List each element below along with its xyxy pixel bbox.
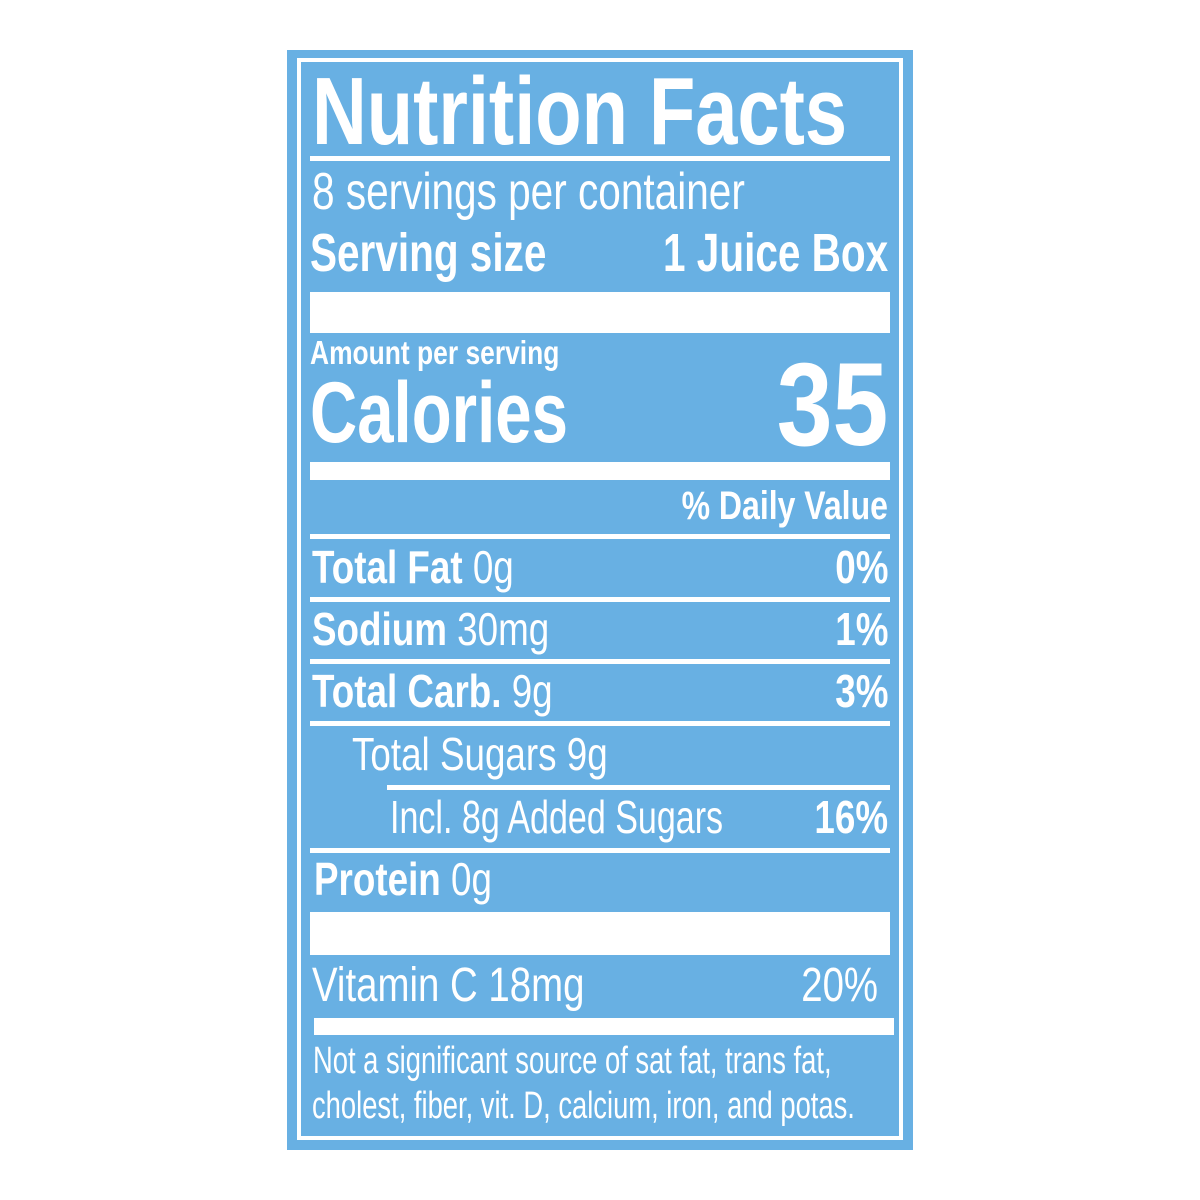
servings-per-container: 8 servings per container (312, 163, 745, 221)
footnote-line-2: cholest, fiber, vit. D, calcium, iron, a… (312, 1085, 855, 1127)
amount-per-serving: Amount per serving (310, 334, 560, 371)
nutrient-name: Protein (314, 853, 441, 905)
nutrient-row-total-sugars: Total Sugars 9g (352, 728, 608, 780)
label-title: Nutrition Facts (312, 58, 848, 165)
nutrient-name: Total Fat (312, 541, 463, 593)
divider (310, 156, 890, 161)
thick-divider (310, 292, 890, 333)
vitamin-dv: 20% (801, 959, 878, 1012)
daily-value-header: % Daily Value (681, 484, 888, 528)
serving-size-label: Serving size (310, 223, 547, 283)
calories-value: 35 (776, 339, 888, 471)
divider (310, 848, 890, 853)
divider (310, 721, 890, 726)
divider (310, 659, 890, 664)
nutrient-dv: 3% (834, 665, 888, 717)
divider (310, 597, 890, 602)
nutrient-amount: 30mg (457, 603, 550, 655)
vitamin-name: Vitamin C 18mg (312, 959, 585, 1012)
nutrient-row-protein: Protein 0g (314, 856, 492, 902)
medium-divider (314, 1018, 894, 1035)
nutrient-dv: 1% (834, 603, 888, 655)
nutrient-dv: 0% (834, 541, 888, 593)
nutrient-name: Total Carb. (312, 665, 502, 717)
label-border (297, 58, 903, 1140)
serving-size-value: 1 Juice Box (662, 223, 888, 283)
nutrient-amount: 0g (472, 541, 514, 593)
medium-divider (310, 462, 890, 480)
nutrient-name: Incl. 8g Added Sugars (390, 791, 724, 843)
thick-divider (310, 912, 890, 955)
nutrient-dv: 16% (814, 791, 888, 843)
calories-label: Calories (310, 365, 568, 461)
nutrient-amount: 9g (511, 665, 553, 717)
footnote-line-1: Not a significant source of sat fat, tra… (313, 1040, 832, 1082)
divider (310, 534, 890, 539)
nutrient-amount: 0g (451, 853, 492, 905)
nutrient-name: Sodium (312, 603, 447, 655)
divider (387, 785, 890, 790)
